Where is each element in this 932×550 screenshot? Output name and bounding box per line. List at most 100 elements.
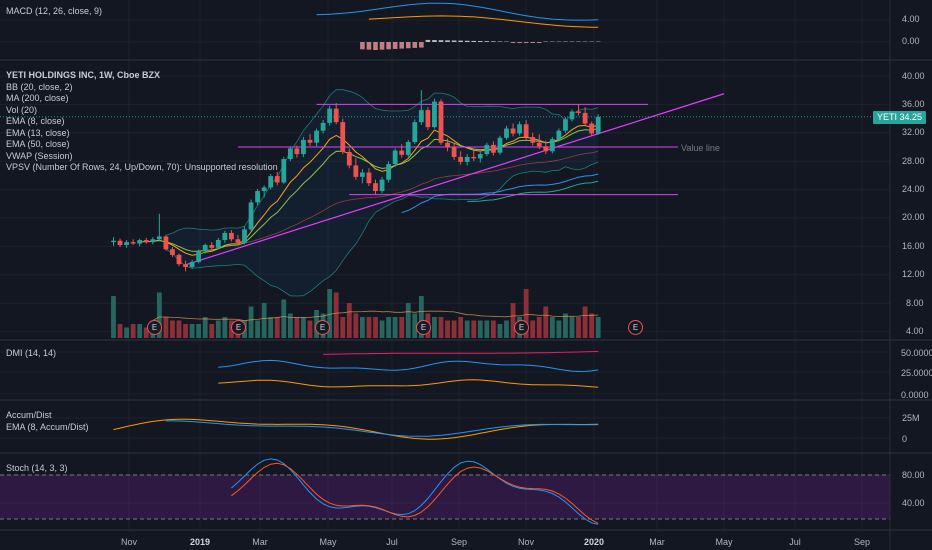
earnings-marker[interactable]: E [147,320,162,335]
candle-body [405,142,411,155]
candle-body [130,242,136,244]
volume-bar [137,324,143,338]
macd-histogram-bar [523,42,529,43]
candle-body [268,176,274,188]
candle-body [287,148,293,160]
volume-bar [595,317,601,338]
trend-lines [185,93,725,266]
macd-signal-line [368,15,599,28]
bb-upper [165,89,599,236]
value-line-label: Value line [681,143,720,153]
candle-body [111,240,116,243]
candle-body [497,137,503,153]
dmi-tick: 50.0000 [901,348,932,358]
volume-bar [274,317,280,338]
horizontal-levels [0,103,890,196]
candle-body [229,232,234,240]
time-tick: Nov [517,537,535,547]
stoch-band [0,475,890,519]
volume-bar [143,327,149,338]
time-tick: Jul [386,537,398,547]
candle-body [340,122,346,152]
candle-body [235,239,241,243]
candle-body [176,254,182,265]
volume-bar [576,317,581,338]
stoch-tick: 40.00 [902,498,925,508]
time-tick: 2019 [189,537,211,547]
volume-bar [287,313,293,338]
dmi-label: DMI (14, 14) [6,348,57,358]
macd-histogram-bar [484,41,490,42]
macd-histogram-bar [491,41,496,42]
candle-body [445,142,450,147]
legend-ema8: EMA (8, close) [6,116,65,126]
macd-pane-label: MACD (12, 26, close, 9) [6,6,102,18]
volume-bar [504,320,509,338]
volume-bar [536,317,542,338]
candle-body [143,240,149,243]
candle-body [536,142,542,147]
volume-bar [255,320,260,338]
time-tick: Nov [120,537,138,547]
candle-body [274,176,280,183]
macd-histogram-bar [386,42,391,50]
time-tick: Sep [853,537,871,547]
dmi-pane-label: DMI (14, 14) [6,348,56,360]
legend-vwap: VWAP (Session) [6,150,73,161]
badge-symbol: YETI [877,112,898,122]
candle-body [124,242,129,245]
candle-body [196,251,202,263]
macd-histogram-bar [445,40,450,42]
candle-body [523,124,529,138]
macd-histogram-bar [392,42,398,49]
ad-line [113,418,599,440]
candle-body [242,229,247,243]
indicator-lines [139,124,599,256]
candle-body [582,112,588,124]
candle-body [183,264,188,267]
earnings-marker[interactable]: E [416,320,431,335]
volume-bar [222,317,228,338]
volume-bar [464,320,470,338]
candle-body [477,154,483,159]
earnings-marker[interactable]: E [315,320,330,335]
candle-body [432,101,437,128]
earnings-marker[interactable]: E [514,320,529,335]
badge-price: 34.25 [899,112,923,122]
volume-bar [111,296,116,338]
candle-body [517,124,522,134]
earnings-marker[interactable]: E [231,320,246,335]
candle-body [320,122,326,131]
volume-bar [189,324,195,338]
ad-pane-label: Accum/Dist EMA (8, Accum/Dist) [6,410,89,433]
candle-body [137,240,143,244]
macd-histogram-bar [399,42,404,49]
ema50-line [244,151,599,244]
macd-histogram-bar [510,42,516,43]
main-legend: YETI HOLDINGS INC, 1W, Cboe BZX BB (20, … [6,70,278,174]
candle-body [202,244,208,252]
volume-bar [458,317,464,338]
macd-histogram-bar [405,42,411,49]
chart-title: YETI HOLDINGS INC, 1W, Cboe BZX [6,70,161,80]
legend-vol: Vol (20) [6,104,38,115]
candle-body [451,147,457,157]
candle-body [307,139,313,143]
price-tick: 8.00 [906,298,924,308]
candle-body [399,150,405,155]
earnings-marker[interactable]: E [628,320,643,335]
candle-body [301,139,306,155]
candle-body [595,116,601,134]
candle-body [418,110,424,123]
macd-histogram-bar [432,40,437,42]
volume-bar [163,317,169,338]
volume-bar [556,320,562,338]
candle-body [556,130,562,140]
volume-bar [471,320,477,338]
volume-bar [281,299,287,338]
candle-body [543,146,549,152]
volume-bar [209,324,215,338]
candle-body [589,123,595,134]
volume-bar [418,296,424,338]
